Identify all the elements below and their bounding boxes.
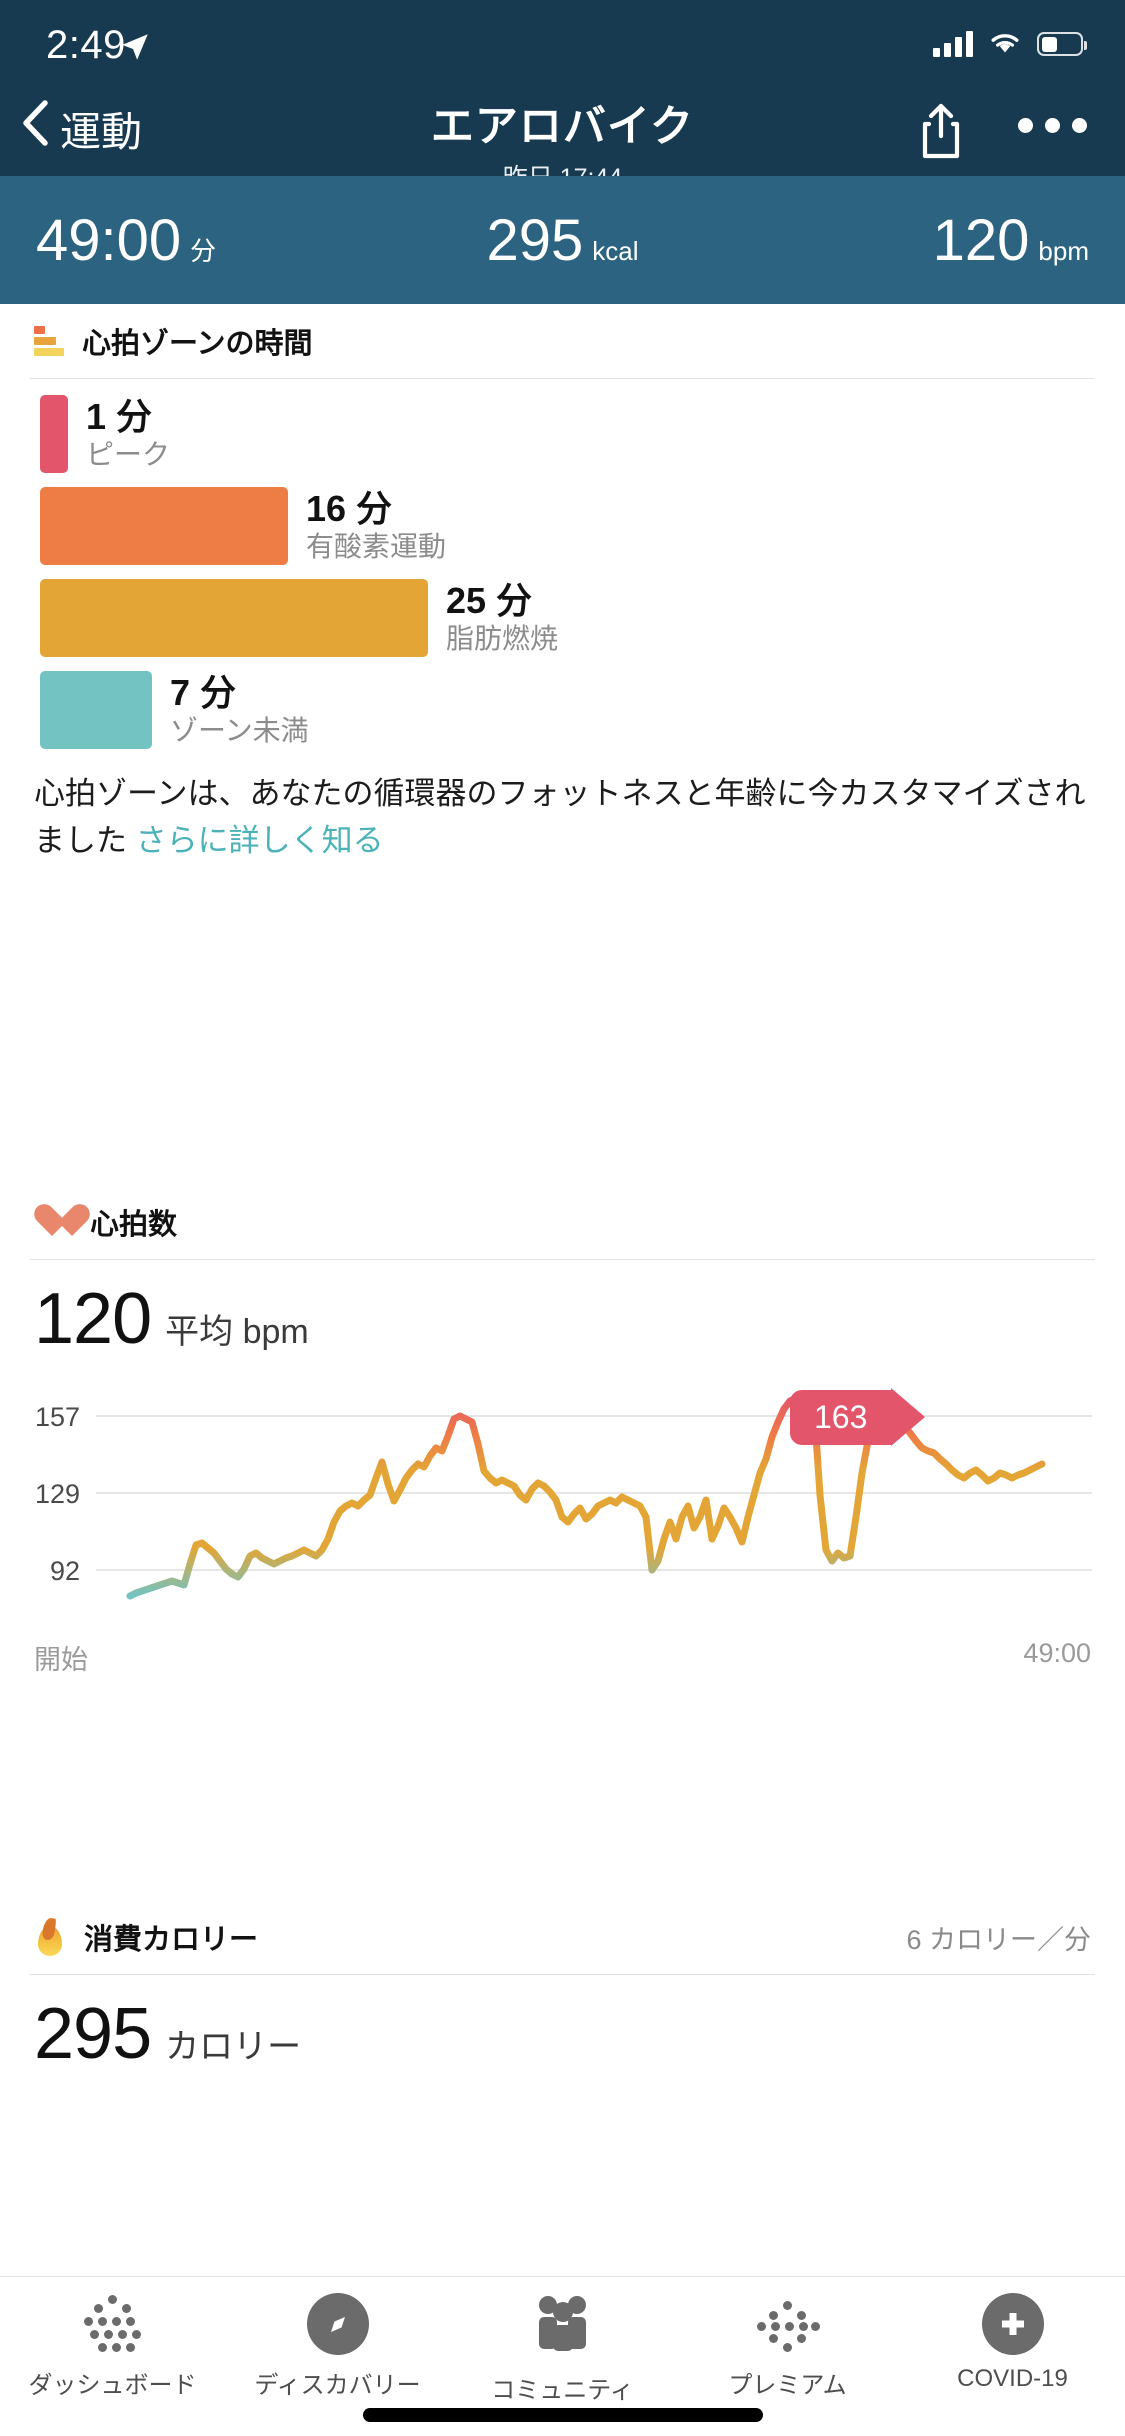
tab-dashboard-label: ダッシュボード bbox=[28, 2372, 197, 2399]
zone-row[interactable]: 25 分 脂肪燃焼 bbox=[40, 579, 1125, 657]
bpm-unit: bpm bbox=[1038, 235, 1089, 266]
status-indicators bbox=[933, 28, 1087, 60]
heart-rate-card-header: 心拍数 bbox=[0, 1185, 1125, 1259]
heart-rate-chart[interactable]: 157 129 92 163 bbox=[0, 1378, 1125, 1628]
location-arrow-icon bbox=[118, 30, 152, 69]
zone-bar bbox=[40, 395, 68, 473]
tab-premium-label: プレミアム bbox=[728, 2372, 847, 2399]
divider bbox=[30, 1974, 1095, 1975]
stat-bpm: 120 bpm bbox=[738, 207, 1125, 274]
heart-rate-card: 心拍数 120 平均 bpm bbox=[0, 1185, 1125, 1677]
tab-community-label: コミュニティ bbox=[491, 2377, 634, 2404]
calories-unit: kcal bbox=[592, 235, 639, 266]
x-axis-end-label: 49:00 bbox=[1023, 1638, 1091, 1668]
battery-icon bbox=[1037, 32, 1087, 56]
zone-bars-icon bbox=[34, 326, 64, 356]
home-indicator bbox=[362, 2408, 763, 2422]
tab-premium[interactable]: プレミアム bbox=[675, 2293, 900, 2400]
x-axis-start-label: 開始 bbox=[34, 1645, 88, 1675]
heart-rate-zones-card: 心拍ゾーンの時間 1 分 ピーク 16 分 有酸素運動 bbox=[0, 304, 1125, 864]
zones-card-title: 心拍ゾーンの時間 bbox=[82, 328, 313, 360]
chart-x-axis: 開始 49:00 bbox=[0, 1628, 1125, 1677]
zones-description: 心拍ゾーンは、あなたの循環器のフォットネスと年齢に今カスタマイズされました さら… bbox=[34, 771, 1091, 864]
heart-icon bbox=[34, 1205, 72, 1239]
duration-unit: 分 bbox=[190, 235, 217, 266]
status-bar: 2:49 bbox=[0, 0, 1125, 88]
tab-dashboard[interactable]: ダッシュボード bbox=[0, 2293, 225, 2400]
tab-discovery[interactable]: ディスカバリー bbox=[225, 2293, 450, 2400]
more-horizontal-icon bbox=[1018, 118, 1033, 133]
y-tick-92: 92 bbox=[50, 1556, 80, 1586]
calories-total-unit: カロリー bbox=[165, 2028, 302, 2066]
y-tick-129: 129 bbox=[35, 1479, 80, 1509]
calories-rate: 6 カロリー／分 bbox=[906, 1924, 1091, 1955]
heart-rate-card-title: 心拍数 bbox=[90, 1209, 178, 1241]
share-icon bbox=[922, 103, 960, 159]
average-hr-unit: 平均 bpm bbox=[165, 1313, 309, 1351]
calories-card-title: 消費カロリー bbox=[84, 1924, 259, 1956]
average-heart-rate: 120 平均 bpm bbox=[0, 1260, 1125, 1360]
peak-tooltip-value: 163 bbox=[790, 1389, 892, 1445]
peak-tooltip: 163 bbox=[790, 1388, 926, 1446]
zone-row[interactable]: 16 分 有酸素運動 bbox=[40, 487, 1125, 565]
status-time: 2:49 bbox=[46, 23, 126, 67]
calories-total-value: 295 bbox=[34, 1994, 152, 2074]
back-button[interactable]: 運動 bbox=[20, 94, 142, 170]
zone-minutes: 16 分 bbox=[306, 488, 393, 530]
y-tick-157: 157 bbox=[35, 1402, 80, 1432]
tab-discovery-label: ディスカバリー bbox=[254, 2372, 421, 2399]
zones-card-header: 心拍ゾーンの時間 bbox=[0, 304, 1125, 378]
zones-description-text: 心拍ゾーンは、あなたの循環器のフォットネスと年齢に今カスタマイズされました bbox=[34, 776, 1086, 858]
community-people-icon bbox=[530, 2293, 596, 2360]
zone-minutes: 7 分 bbox=[170, 672, 237, 714]
calories-total: 295 カロリー bbox=[0, 1975, 1125, 2075]
zone-labels: 25 分 脂肪燃焼 bbox=[446, 581, 558, 655]
zone-bar bbox=[40, 487, 288, 565]
zone-bar bbox=[40, 671, 152, 749]
wifi-icon bbox=[987, 28, 1023, 60]
back-button-label: 運動 bbox=[60, 109, 142, 155]
zone-labels: 1 分 ピーク bbox=[86, 397, 170, 471]
tab-covid19[interactable]: COVID-19 bbox=[900, 2293, 1125, 2393]
plus-circle-icon bbox=[981, 2293, 1044, 2355]
zone-name: ゾーン未満 bbox=[170, 714, 309, 746]
calories-card-header: 消費カロリー 6 カロリー／分 bbox=[0, 1900, 1125, 1974]
zone-labels: 16 分 有酸素運動 bbox=[306, 489, 446, 563]
stat-duration: 49:00 分 bbox=[0, 207, 387, 274]
calories-value: 295 bbox=[486, 207, 584, 273]
average-hr-value: 120 bbox=[34, 1279, 152, 1359]
compass-icon bbox=[306, 2293, 369, 2355]
zone-name: 脂肪燃焼 bbox=[446, 622, 559, 654]
share-button[interactable] bbox=[917, 102, 965, 167]
peak-tooltip-arrow bbox=[891, 1388, 926, 1446]
tab-covid19-label: COVID-19 bbox=[957, 2365, 1068, 2392]
heart-rate-chart-svg: 157 129 92 bbox=[35, 1391, 1092, 1600]
divider bbox=[30, 378, 1095, 379]
navigation-bar: 運動 エアロバイク 昨日 17:44 bbox=[0, 88, 1125, 192]
more-options-button[interactable] bbox=[1018, 118, 1087, 133]
zone-name: ピーク bbox=[86, 438, 171, 470]
tab-community[interactable]: コミュニティ bbox=[450, 2293, 675, 2405]
stat-calories: 295 kcal bbox=[387, 207, 738, 274]
learn-more-link[interactable]: さらに詳しく知る bbox=[135, 822, 384, 858]
zone-name: 有酸素運動 bbox=[306, 530, 447, 562]
zone-labels: 7 分 ゾーン未満 bbox=[170, 673, 309, 747]
zone-bar bbox=[40, 579, 428, 657]
premium-dots-icon bbox=[755, 2293, 821, 2355]
calories-card: 消費カロリー 6 カロリー／分 295 カロリー bbox=[0, 1900, 1125, 2075]
divider bbox=[30, 1259, 1095, 1260]
flame-icon bbox=[34, 1917, 66, 1956]
chevron-left-icon bbox=[20, 94, 50, 170]
cellular-signal-icon bbox=[933, 31, 973, 57]
dashboard-dots-icon bbox=[80, 2293, 146, 2355]
summary-stats-bar: 49:00 分 295 kcal 120 bpm bbox=[0, 176, 1125, 304]
zone-minutes: 25 分 bbox=[446, 580, 533, 622]
bpm-value: 120 bbox=[932, 207, 1030, 273]
zone-minutes: 1 分 bbox=[86, 396, 153, 438]
duration-value: 49:00 bbox=[36, 207, 182, 273]
zone-row[interactable]: 7 分 ゾーン未満 bbox=[40, 671, 1125, 749]
zone-list: 1 分 ピーク 16 分 有酸素運動 25 分 脂肪燃焼 bbox=[0, 379, 1125, 749]
zone-row[interactable]: 1 分 ピーク bbox=[40, 395, 1125, 473]
